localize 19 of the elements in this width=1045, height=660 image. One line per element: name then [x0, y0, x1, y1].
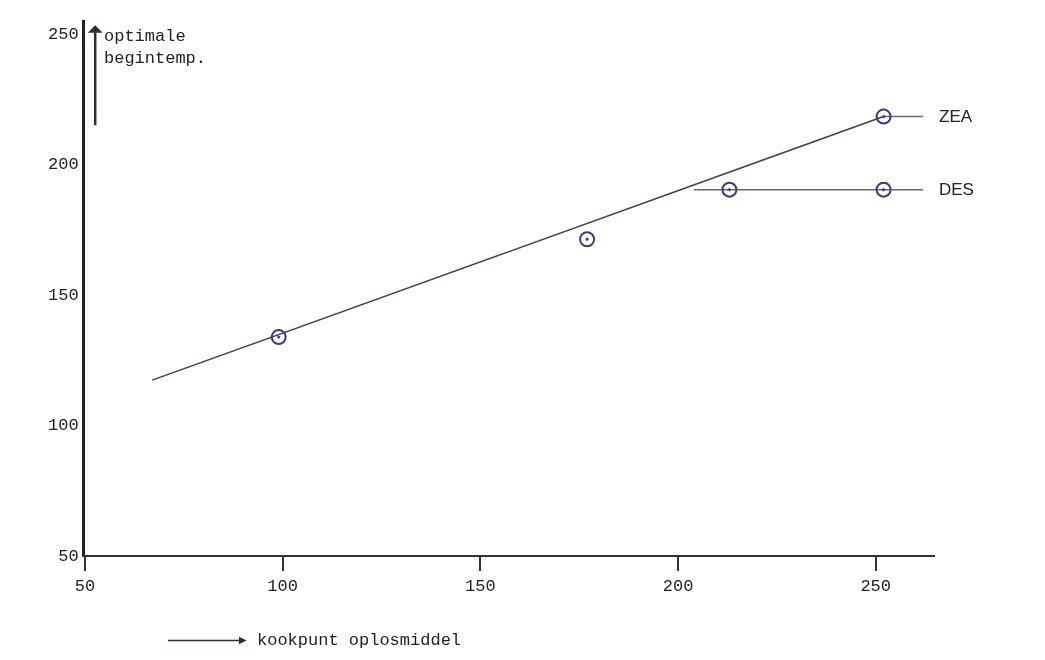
y-tick-label: 200 [47, 155, 79, 175]
y-tick-label: 250 [47, 25, 79, 44]
x-tick-label: 200 [662, 577, 694, 597]
series-label: DES [939, 180, 974, 199]
x-tick-label: 250 [860, 577, 891, 597]
point [270, 329, 287, 346]
y-tick-label: 100 [47, 416, 79, 436]
y-axis-title: optimale begintemp. [104, 27, 207, 69]
y-tick-label: 50 [58, 546, 79, 566]
x-tick-label: 50 [74, 577, 96, 597]
point [579, 231, 596, 248]
x-tick-label: 100 [267, 577, 298, 597]
y-tick-label: 150 [47, 285, 79, 305]
x-tick-label: 150 [465, 577, 496, 597]
x-axis-title: kookpunt oplosmiddel [257, 631, 462, 650]
point [721, 181, 738, 198]
point [875, 108, 892, 125]
series-label: ZEA [939, 107, 973, 126]
point [875, 181, 892, 198]
